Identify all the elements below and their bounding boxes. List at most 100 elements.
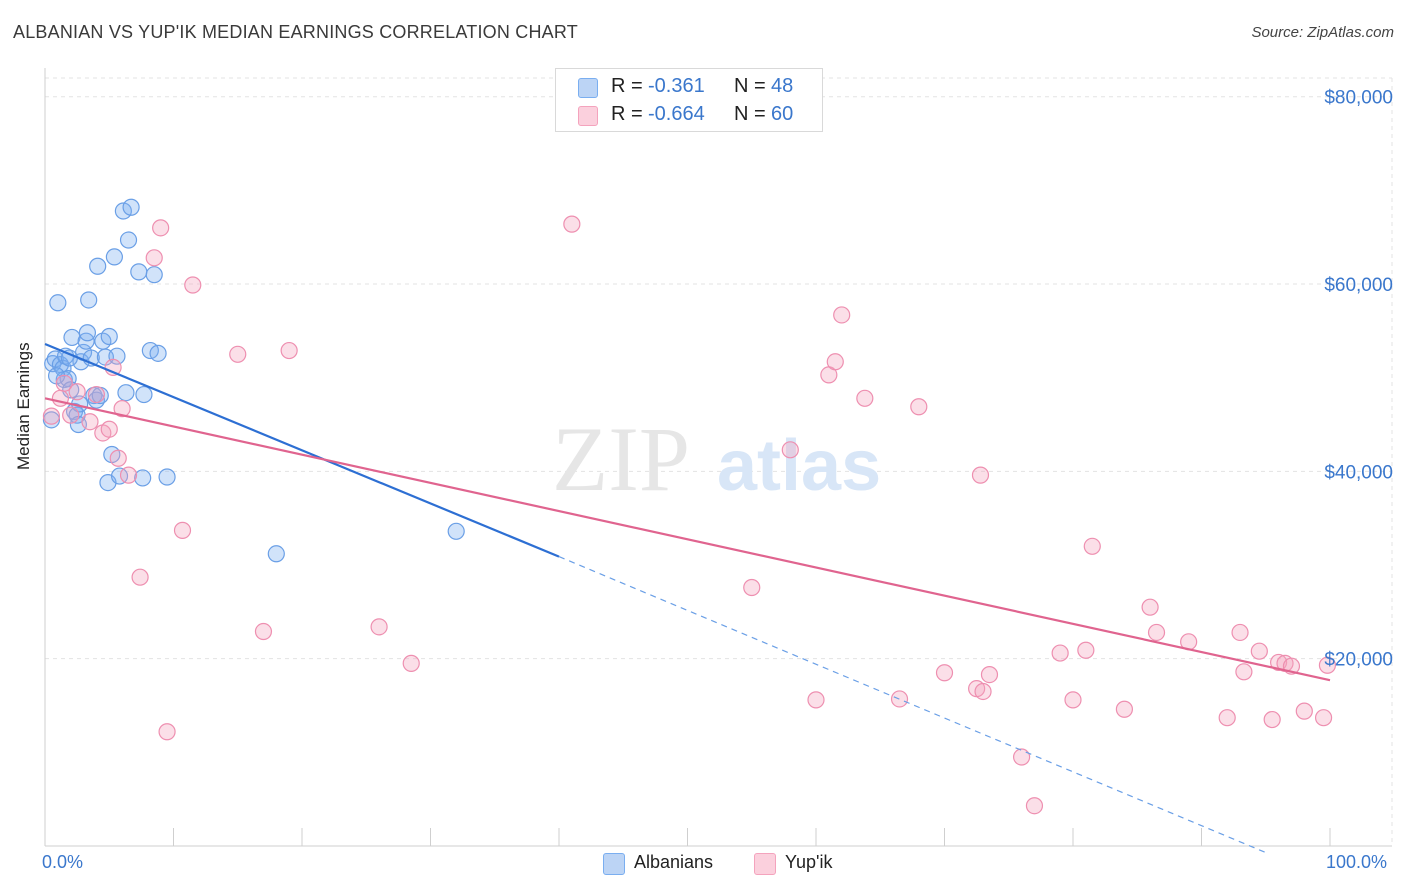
yupik-point-27 <box>826 353 844 371</box>
yupik-point-9 <box>113 400 131 418</box>
bottom-legend-yupik: Yup'ik <box>785 852 833 872</box>
y-tick-label-0: $20,000 <box>1324 650 1393 671</box>
yupik-point-43 <box>1115 700 1134 718</box>
trend-lines <box>44 342 1331 854</box>
yupik-point-21 <box>402 654 420 672</box>
albanian-point-27 <box>105 248 123 266</box>
albanian-point-17 <box>78 324 97 342</box>
yupik-point-15 <box>173 521 192 539</box>
axes <box>44 68 1392 847</box>
yupik-point-49 <box>1235 663 1253 681</box>
yupik-point-42 <box>1083 537 1101 555</box>
albanian-point-34 <box>130 263 148 281</box>
legend-n-value: 60 <box>771 103 794 125</box>
legend-swatch-albanians <box>578 78 598 98</box>
y-tick-label-2: $60,000 <box>1324 275 1393 296</box>
albanian-trend-line <box>44 342 560 558</box>
yupik-point-10 <box>119 466 138 484</box>
yupik-point-48 <box>1231 623 1249 642</box>
yupik-point-20 <box>370 618 388 636</box>
y-tick-labels: $20,000 $40,000 $60,000 $80,000 <box>1324 88 1393 671</box>
yupik-point-17 <box>229 345 247 363</box>
yupik-point-34 <box>971 466 990 484</box>
yupik-point-19 <box>280 341 298 360</box>
yupik-point-24 <box>781 441 799 459</box>
albanian-point-38 <box>145 266 163 284</box>
data-points <box>42 198 1337 815</box>
yupik-point-25 <box>807 691 825 709</box>
albanian-trend-extension <box>558 556 1266 854</box>
yupik-point-0 <box>42 407 61 425</box>
yupik-point-45 <box>1147 623 1166 642</box>
yupik-point-2 <box>68 383 86 401</box>
yupik-point-13 <box>152 219 170 237</box>
yupik-point-11 <box>131 568 149 586</box>
yupik-point-18 <box>254 622 273 641</box>
yupik-point-28 <box>833 306 851 324</box>
yupik-point-44 <box>1141 598 1159 616</box>
source-label: Source: ZipAtlas.com <box>1251 24 1394 41</box>
albanian-point-47 <box>100 327 118 346</box>
legend: R = -0.361 N = 48 R = -0.664 N = 60 <box>555 68 823 132</box>
albanian-point-42 <box>447 522 465 540</box>
y-axis-label: Median Earnings <box>14 342 33 470</box>
y-tick-label-1: $40,000 <box>1324 462 1393 483</box>
yupik-point-30 <box>890 690 909 708</box>
albanian-point-18 <box>80 291 98 309</box>
yupik-point-12 <box>145 249 163 267</box>
bottom-legend-swatch-albanians <box>603 853 625 875</box>
legend-r-label: R = <box>611 103 643 125</box>
x-tick-min: 0.0% <box>42 852 84 872</box>
albanian-point-31 <box>117 384 135 402</box>
yupik-trend-line <box>44 397 1331 682</box>
yupik-point-6 <box>100 420 118 438</box>
legend-r-value: -0.361 <box>648 75 705 97</box>
yupik-point-32 <box>935 664 954 682</box>
yupik-point-22 <box>563 215 581 233</box>
legend-n-label: N = <box>734 75 766 97</box>
albanian-point-10 <box>63 328 81 347</box>
albanian-point-29 <box>110 467 129 485</box>
legend-n-value: 48 <box>771 75 794 97</box>
yupik-point-51 <box>1263 710 1281 729</box>
albanian-point-28 <box>108 347 126 365</box>
yupik-point-35 <box>974 682 992 701</box>
y-tick-label-3: $80,000 <box>1324 88 1393 109</box>
albanian-point-32 <box>119 231 138 249</box>
albanian-point-3 <box>49 294 67 312</box>
yupik-point-31 <box>910 398 928 416</box>
albanian-point-39 <box>149 344 167 362</box>
yupik-point-29 <box>856 389 874 407</box>
yupik-point-50 <box>1250 642 1268 660</box>
albanian-point-36 <box>135 385 153 404</box>
yupik-point-38 <box>1025 797 1044 815</box>
bottom-legend-albanians: Albanians <box>634 852 714 872</box>
yupik-point-56 <box>1314 709 1333 727</box>
x-tick-max: 100.0% <box>1326 852 1388 872</box>
albanian-point-35 <box>134 469 152 487</box>
albanian-point-40 <box>158 468 176 486</box>
series-1 <box>42 215 1337 815</box>
yupik-point-52 <box>1269 653 1288 672</box>
legend-swatch-yupik <box>578 106 598 126</box>
albanian-point-22 <box>89 257 107 275</box>
yupik-point-40 <box>1064 691 1082 709</box>
series-0 <box>42 198 465 563</box>
legend-r-value: -0.664 <box>648 103 705 125</box>
yupik-point-8 <box>109 449 127 467</box>
yupik-point-47 <box>1218 709 1236 727</box>
watermark: ZIP atlas <box>552 408 881 510</box>
yupik-point-37 <box>1012 748 1031 766</box>
legend-r-label: R = <box>611 75 643 97</box>
yupik-point-41 <box>1077 641 1095 659</box>
yupik-point-23 <box>743 578 761 597</box>
grid-lines <box>45 77 1393 846</box>
legend-n-label: N = <box>734 103 766 125</box>
yupik-point-14 <box>158 723 176 741</box>
yupik-point-55 <box>1295 702 1313 720</box>
yupik-point-57 <box>1318 656 1337 674</box>
yupik-point-3 <box>81 413 99 431</box>
watermark-atlas: atlas <box>717 426 881 506</box>
yupik-point-59 <box>62 406 80 424</box>
